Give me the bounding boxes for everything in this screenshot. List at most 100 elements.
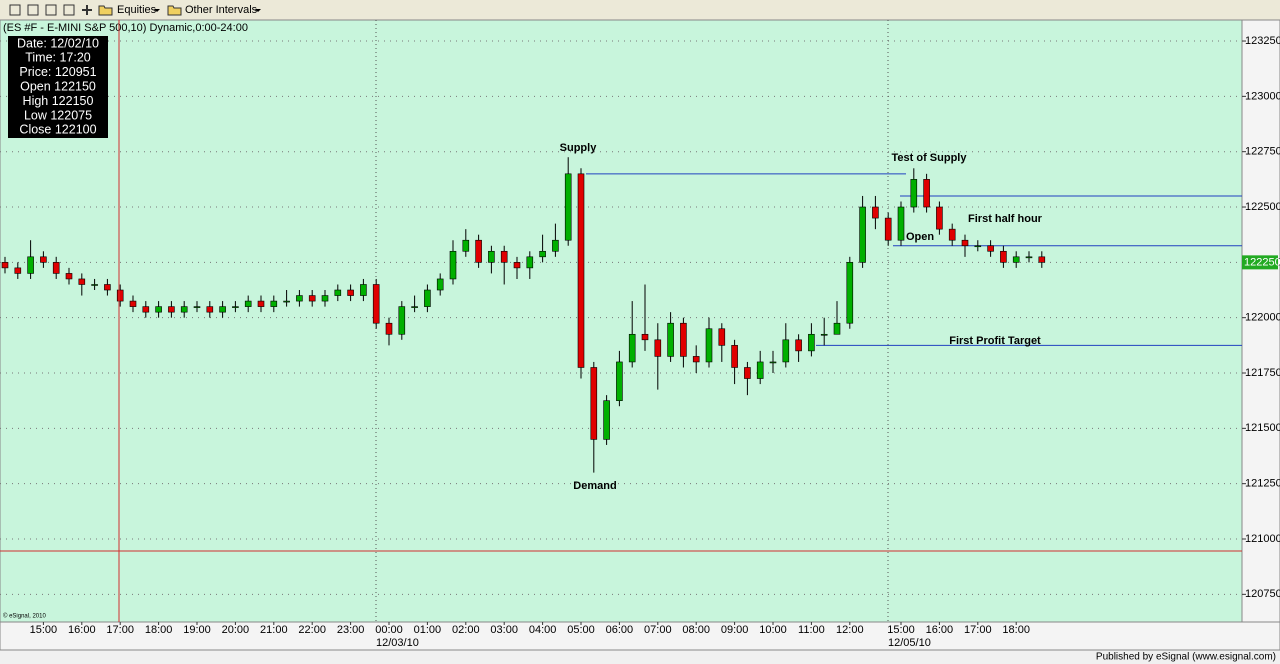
y-tick-label: 122750 <box>1245 146 1280 158</box>
candle-body <box>283 300 290 303</box>
candle-body <box>897 206 905 241</box>
candle-body <box>168 306 175 313</box>
x-date-label: 12/05/10 <box>888 637 931 649</box>
x-tick-label: 12:00 <box>836 624 864 636</box>
candle-body <box>718 328 726 346</box>
candle-body <box>78 278 86 285</box>
x-tick-label: 15:00 <box>30 624 58 636</box>
y-tick-label: 122500 <box>1245 201 1280 213</box>
x-axis-area <box>0 621 1280 651</box>
x-tick-label: 17:00 <box>964 624 992 636</box>
equities-menu[interactable]: Equities <box>117 4 157 16</box>
candle-body <box>257 300 265 307</box>
candle-body <box>884 217 892 241</box>
candle-body <box>500 250 508 263</box>
candle-body <box>923 179 930 208</box>
candle-body <box>462 239 470 252</box>
annotation: First half hour <box>968 213 1043 225</box>
x-tick-label: 10:00 <box>759 624 787 636</box>
toolbar-icons <box>9 4 182 16</box>
x-tick-label: 22:00 <box>298 624 326 636</box>
candle-body <box>552 239 559 252</box>
candle-body <box>27 256 34 274</box>
candle-body <box>936 206 943 230</box>
chart-title: (ES #F - E-MINI S&P 500,10) Dynamic,0:00… <box>3 22 248 34</box>
y-tick-label: 123250 <box>1245 35 1280 47</box>
candle-body <box>424 289 431 307</box>
x-tick-label: 17:00 <box>106 624 134 636</box>
candle-body <box>398 306 406 335</box>
x-tick-label: 21:00 <box>260 624 288 636</box>
x-tick-label: 03:00 <box>490 624 518 636</box>
footer: Published by eSignal (www.esignal.com) <box>1096 652 1276 663</box>
candle-body <box>859 206 866 263</box>
last-price-label: 122250 <box>1244 256 1280 268</box>
candle-body <box>142 306 150 313</box>
candle-body <box>820 333 828 336</box>
candle-body <box>795 339 802 352</box>
candle-body <box>206 306 214 313</box>
x-tick-label: 18:00 <box>1002 624 1030 636</box>
data-window <box>8 36 108 138</box>
y-tick-label: 123000 <box>1245 90 1280 102</box>
x-tick-label: 19:00 <box>183 624 211 636</box>
annotation: Demand <box>573 480 616 492</box>
candle-body <box>411 306 418 308</box>
data-window-line: Date: 12/02/10 <box>17 36 99 50</box>
candle-body <box>731 345 738 368</box>
candle-body <box>987 245 994 252</box>
x-tick-label: 18:00 <box>145 624 173 636</box>
candle-body <box>590 367 598 440</box>
candle-body <box>692 356 700 363</box>
candle-body <box>872 206 879 219</box>
candle-body <box>334 289 342 296</box>
candle-body <box>436 278 444 291</box>
candle-body <box>232 306 239 308</box>
candle-body <box>603 400 610 440</box>
x-tick-label: 02:00 <box>452 624 480 636</box>
last-price-box <box>1242 255 1278 270</box>
y-tick-label: 121000 <box>1245 533 1280 545</box>
plot-area <box>0 19 1243 623</box>
data-window-line: Price: 120951 <box>19 65 96 79</box>
menu-arrow <box>255 9 261 12</box>
x-tick-label: 15:00 <box>887 624 915 636</box>
candle-body <box>244 300 252 307</box>
x-tick-label: 06:00 <box>606 624 634 636</box>
candle-body <box>808 333 815 352</box>
candle-body <box>129 300 137 307</box>
candle-body <box>910 179 918 208</box>
candle-body <box>744 367 751 379</box>
candle-body <box>961 239 969 247</box>
candle-body <box>296 295 303 302</box>
candle-body <box>769 361 777 364</box>
candle-body <box>1025 256 1033 259</box>
candle-body <box>974 245 982 248</box>
annotation: First Profit Target <box>949 335 1041 347</box>
data-window-line: Open 122150 <box>20 79 96 93</box>
annotation: Supply <box>560 142 598 154</box>
toolbar <box>0 0 1280 20</box>
x-tick-label: 23:00 <box>337 624 365 636</box>
candle-body <box>564 173 572 241</box>
y-tick-label: 120750 <box>1245 588 1280 600</box>
candle-body <box>641 333 649 341</box>
candle-body <box>526 256 534 269</box>
candle-body <box>539 250 546 258</box>
candle-body <box>116 289 124 302</box>
x-date-label: 12/03/10 <box>376 637 419 649</box>
candle-body <box>628 333 636 363</box>
copyright: © eSignal, 2010 <box>3 613 46 620</box>
candle-body <box>782 339 790 363</box>
candle-body <box>270 300 278 307</box>
candle-body <box>667 322 674 357</box>
x-tick-label: 01:00 <box>414 624 442 636</box>
candle-body <box>1038 256 1046 263</box>
x-tick-label: 20:00 <box>222 624 250 636</box>
candle-body <box>180 306 188 313</box>
candle-body <box>308 295 316 302</box>
intervals-menu[interactable]: Other Intervals <box>185 4 258 16</box>
x-tick-label: 08:00 <box>682 624 710 636</box>
candle-body <box>833 322 841 335</box>
